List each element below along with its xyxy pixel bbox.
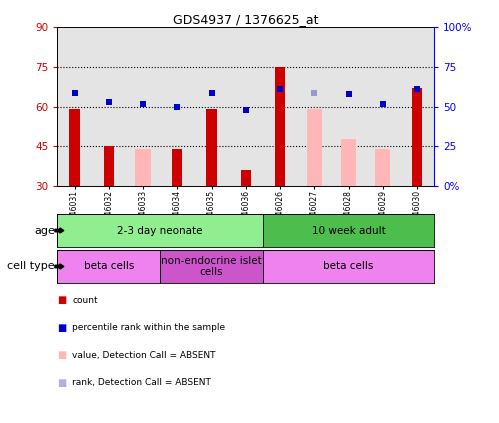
- Bar: [104, 146, 114, 186]
- Bar: [126, 27, 160, 186]
- Bar: [195, 27, 229, 186]
- Bar: [241, 170, 251, 186]
- Bar: [306, 110, 322, 186]
- Bar: [263, 27, 297, 186]
- Bar: [160, 250, 263, 283]
- Text: cell type: cell type: [7, 261, 55, 272]
- Bar: [366, 27, 400, 186]
- Bar: [263, 250, 434, 283]
- Text: percentile rank within the sample: percentile rank within the sample: [72, 323, 226, 332]
- Text: age: age: [34, 225, 55, 236]
- Bar: [207, 110, 217, 186]
- Bar: [57, 250, 160, 283]
- Text: rank, Detection Call = ABSENT: rank, Detection Call = ABSENT: [72, 378, 211, 387]
- Text: count: count: [72, 296, 98, 305]
- Bar: [69, 110, 80, 186]
- Title: GDS4937 / 1376625_at: GDS4937 / 1376625_at: [173, 14, 318, 26]
- Text: ■: ■: [57, 323, 67, 333]
- Bar: [375, 149, 390, 186]
- Text: ■: ■: [57, 378, 67, 388]
- Bar: [160, 27, 195, 186]
- Bar: [263, 214, 434, 247]
- Text: ■: ■: [57, 295, 67, 305]
- Text: 10 week adult: 10 week adult: [312, 225, 385, 236]
- Bar: [229, 27, 263, 186]
- Text: beta cells: beta cells: [83, 261, 134, 272]
- Text: value, Detection Call = ABSENT: value, Detection Call = ABSENT: [72, 351, 216, 360]
- Bar: [341, 139, 356, 186]
- Bar: [135, 149, 151, 186]
- Text: ■: ■: [57, 350, 67, 360]
- Bar: [57, 214, 263, 247]
- Text: non-endocrine islet
cells: non-endocrine islet cells: [161, 255, 262, 277]
- Text: 2-3 day neonate: 2-3 day neonate: [117, 225, 203, 236]
- Bar: [172, 149, 183, 186]
- Bar: [297, 27, 331, 186]
- Bar: [92, 27, 126, 186]
- Bar: [400, 27, 434, 186]
- Bar: [412, 88, 422, 186]
- Bar: [57, 27, 92, 186]
- Text: beta cells: beta cells: [323, 261, 374, 272]
- Bar: [275, 67, 285, 186]
- Bar: [331, 27, 366, 186]
